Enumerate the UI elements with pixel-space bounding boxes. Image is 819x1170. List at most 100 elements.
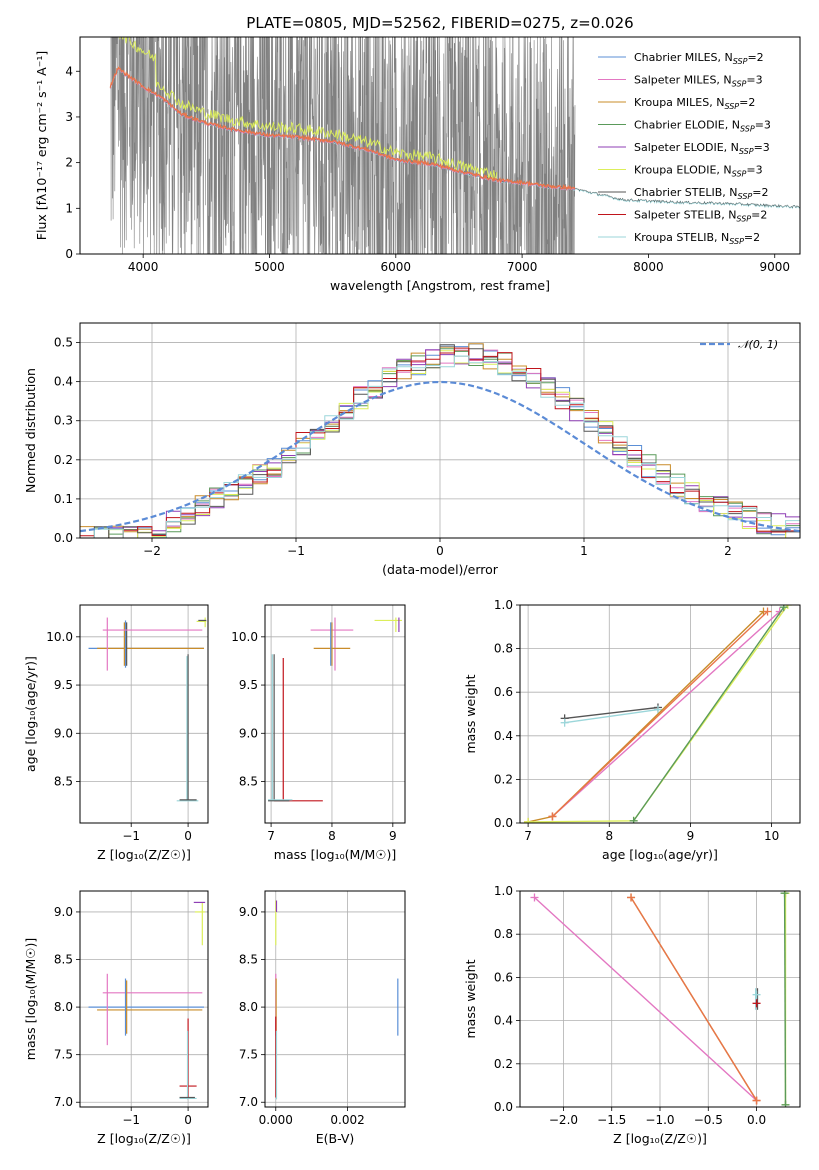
x-tick-label: 0 [436, 544, 444, 558]
x-tick-label: 0.000 [259, 1113, 293, 1127]
legend-label: Kroupa MILES, NSSP=2 [634, 96, 755, 111]
x-tick-label: 7 [267, 829, 275, 843]
y-tick-label: 0.5 [54, 336, 73, 350]
y-tick-label: 0.4 [494, 1014, 513, 1028]
y-tick-label: 4 [65, 64, 73, 78]
series-line [633, 606, 785, 822]
legend-label: Salpeter ELODIE, NSSP=3 [634, 141, 770, 156]
x-axis-label: mass [log₁₀(M/M☉)] [274, 847, 396, 862]
axes-frame [79, 36, 801, 255]
y-tick-label: 1 [65, 201, 73, 215]
plot-area-mass_vs_ebv [275, 900, 399, 1100]
model-kroupa-elodie [119, 37, 498, 181]
y-tick-label: 0.0 [54, 531, 73, 545]
legend-label: Salpeter MILES, NSSP=3 [634, 74, 763, 89]
y-tick-label: 0.6 [494, 685, 513, 699]
y-axis-label: mass weight [463, 959, 478, 1038]
x-tick-label: 8000 [633, 260, 664, 274]
y-tick-label: 0.8 [494, 642, 513, 656]
y-tick-label: 1.0 [494, 598, 513, 612]
y-axis-label: Normed distribution [23, 368, 38, 493]
x-tick-label: 0 [184, 829, 192, 843]
x-tick-label: 1 [580, 544, 588, 558]
grid-mass_vs_ebv [265, 891, 405, 1107]
y-tick-label: 8.5 [239, 953, 258, 967]
y-axis-label: mass [log₁₀(M/M☉)] [23, 938, 38, 1060]
y-tick-label: 0.0 [494, 1100, 513, 1114]
legend: Chabrier MILES, NSSP=2 Salpeter MILES, NS… [598, 51, 771, 246]
x-tick-label: 9 [687, 829, 695, 843]
series-line [552, 610, 768, 818]
legend-label: Salpeter STELIB, NSSP=2 [634, 209, 767, 224]
y-tick-label: 9.0 [54, 905, 73, 919]
histogram-salpeter-stelib [80, 347, 800, 538]
y-tick-label: 0.6 [494, 970, 513, 984]
x-tick-label: 7 [524, 829, 532, 843]
axes-frame [519, 604, 801, 824]
x-tick-label: 5000 [254, 260, 285, 274]
panel-weight_vs_z: −2.0 −1.5 −1.0 −0.5 0.0 0.0 0.2 0.4 0.6 0.8 1.0 Z [… [463, 884, 801, 1146]
axes-frame [264, 604, 406, 824]
x-axis-label: Z [log₁₀(Z/Z☉)] [97, 1131, 191, 1146]
legend-label: Kroupa STELIB, NSSP=2 [634, 231, 760, 246]
y-tick-label: 1.0 [494, 884, 513, 898]
y-tick-label: 9.0 [54, 726, 73, 740]
y-tick-label: 0.2 [494, 772, 513, 786]
axes-frame [79, 322, 801, 539]
plot-area-spectrum [109, 37, 800, 254]
x-axis-label: age [log₁₀(age/yr)] [602, 847, 718, 862]
axes-frame [519, 890, 801, 1108]
y-tick-label: 8.5 [54, 775, 73, 789]
grid-age_vs_z [80, 605, 208, 823]
panel-mass_vs_ebv: 0.000 0.002 7.0 7.5 8.0 8.5 9.0 E(B-V) [239, 890, 406, 1146]
y-tick-label: 0.2 [54, 453, 73, 467]
x-tick-label: 7000 [507, 260, 538, 274]
series-line [564, 708, 659, 724]
y-tick-label: 8.5 [239, 775, 258, 789]
series-line [630, 897, 758, 1101]
y-tick-label: 0.1 [54, 492, 73, 506]
x-axis-label: E(B-V) [316, 1131, 355, 1146]
legend-label: Kroupa ELODIE, NSSP=3 [634, 164, 763, 179]
y-tick-label: 9.5 [54, 678, 73, 692]
x-axis-label: (data-model)/error [382, 562, 499, 577]
x-tick-label: 4000 [128, 260, 159, 274]
x-axis-label: wavelength [Angstrom, rest frame] [330, 278, 550, 293]
x-tick-label: −1 [122, 829, 140, 843]
x-tick-label: 0.0 [747, 1113, 766, 1127]
y-tick-label: 0.0 [494, 816, 513, 830]
y-tick-label: 0.2 [494, 1057, 513, 1071]
grid-age_vs_mass [265, 605, 405, 823]
x-tick-label: 2 [724, 544, 732, 558]
x-tick-label: −1 [122, 1113, 140, 1127]
x-tick-label: 0.002 [330, 1113, 364, 1127]
y-tick-label: 0 [65, 247, 73, 261]
panel-age_vs_mass: 7 8 9 8.5 9.0 9.5 10.0 mass [log₁₀(M/M☉)] [231, 604, 406, 862]
axes-frame [264, 890, 406, 1108]
histogram-kroupa-stelib [80, 355, 800, 538]
plot-area-mass_vs_z [88, 901, 206, 1100]
y-tick-label: 9.0 [239, 905, 258, 919]
plot-area-weight_vs_z [530, 891, 790, 1107]
panel-weight_vs_age: 7 8 9 10 0.0 0.2 0.4 0.6 0.8 1.0 age [log₁₀(age/yr… [463, 598, 801, 862]
y-tick-label: 0.4 [494, 729, 513, 743]
panel-age_vs_z: −1 0 8.5 9.0 9.5 10.0 Z [log₁₀(Z/Z☉)] age [log₁… [23, 604, 209, 862]
x-tick-label: 8 [328, 829, 336, 843]
observed-spectrum [110, 37, 576, 254]
plot-area-residuals [80, 343, 800, 538]
series-line [564, 706, 659, 720]
y-tick-label: 9.0 [239, 726, 258, 740]
x-tick-label: −2 [143, 544, 161, 558]
y-tick-label: 8.5 [54, 953, 73, 967]
y-tick-label: 2 [65, 156, 73, 170]
y-tick-label: 0.4 [54, 375, 73, 389]
panel-mass_vs_z: −1 0 7.0 7.5 8.0 8.5 9.0 Z [log₁₀(Z/Z☉)] mass [l… [23, 890, 209, 1146]
x-axis-label: Z [log₁₀(Z/Z☉)] [97, 847, 191, 862]
panel-residuals: −2 −1 0 1 2 0.0 0.1 0.2 0.3 0.4 0.5 (data-model)/er… [23, 322, 801, 577]
y-tick-label: 10.0 [46, 630, 73, 644]
model-kroupa-miles [109, 65, 576, 191]
x-tick-label: 8 [605, 829, 613, 843]
figure-title: PLATE=0805, MJD=52562, FIBERID=0275, z=0… [246, 14, 633, 32]
series-line [527, 610, 764, 823]
